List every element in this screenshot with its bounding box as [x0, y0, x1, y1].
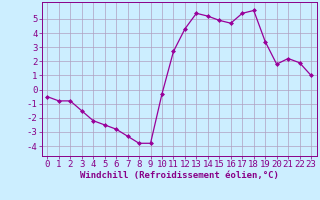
- X-axis label: Windchill (Refroidissement éolien,°C): Windchill (Refroidissement éolien,°C): [80, 171, 279, 180]
